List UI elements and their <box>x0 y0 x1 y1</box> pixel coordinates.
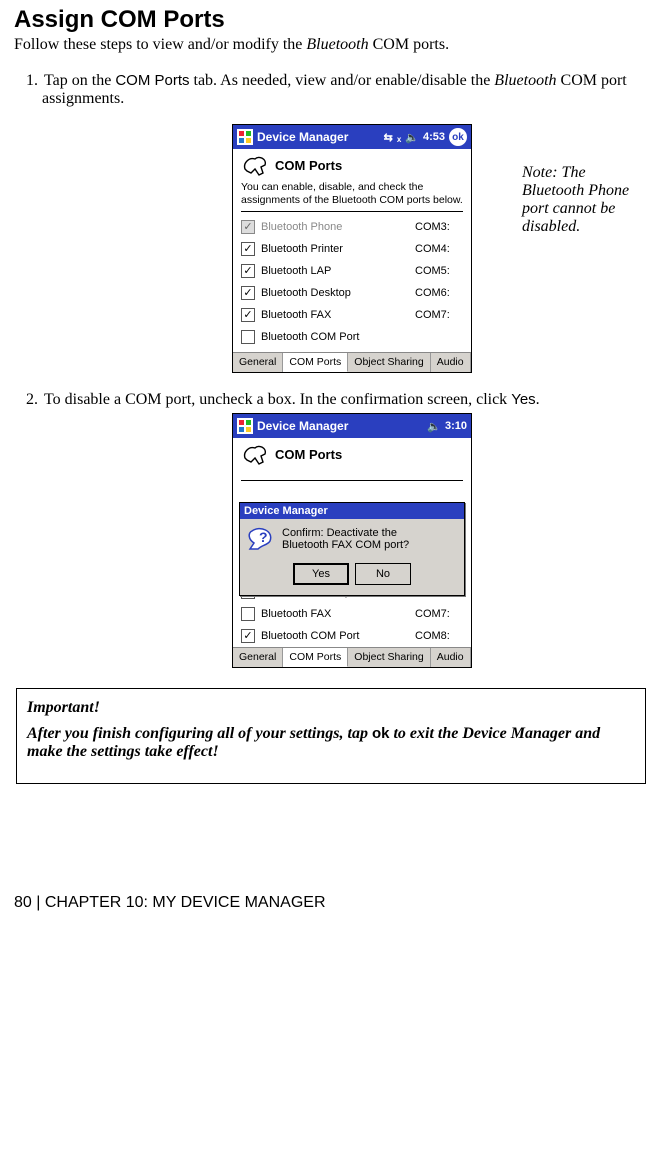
section-title-2: COM Ports <box>275 447 342 462</box>
port-name: Bluetooth FAX <box>261 309 415 321</box>
tab-object-sharing[interactable]: Object Sharing <box>348 648 430 667</box>
side-note: Note: The Bluetooth Phone port cannot be… <box>522 164 642 236</box>
port-row: Bluetooth Phone COM3: <box>241 216 463 238</box>
important-body-pre: After you finish configuring all of your… <box>27 725 372 742</box>
important-box: Important! After you finish configuring … <box>16 688 646 784</box>
checkbox-bt-comport-2[interactable] <box>241 629 255 643</box>
port-num: COM5: <box>415 265 463 277</box>
checkbox-bt-fax[interactable] <box>241 308 255 322</box>
com-port-icon <box>241 153 269 177</box>
windows-flag-icon <box>237 129 253 145</box>
port-name: Bluetooth Desktop <box>261 287 415 299</box>
checkbox-bt-phone <box>241 220 255 234</box>
titlebar-2: Device Manager 🔈 3:10 <box>233 414 471 438</box>
connectivity-icon: ⇆ <box>384 131 393 144</box>
port-num: COM7: <box>415 608 463 620</box>
step-2: To disable a COM port, uncheck a box. In… <box>42 391 648 668</box>
important-body: After you finish configuring all of your… <box>27 725 635 761</box>
important-ok: ok <box>372 725 390 742</box>
port-row: Bluetooth Desktop COM6: <box>241 282 463 304</box>
titlebar-1: Device Manager ⇆ 𝃽x 🔈 4:53 ok <box>233 125 471 149</box>
port-num: COM4: <box>415 243 463 255</box>
important-head: Important! <box>27 699 635 717</box>
page-footer: 80 | CHAPTER 10: MY DEVICE MANAGER <box>14 894 648 922</box>
port-row: Bluetooth LAP COM5: <box>241 260 463 282</box>
divider-1 <box>241 211 463 212</box>
screenshot-2: Device Manager 🔈 3:10 COM Ports <box>232 413 472 668</box>
signal-icon: 𝃽x <box>397 130 401 144</box>
clock-2: 3:10 <box>445 420 467 432</box>
port-num: COM8: <box>415 630 463 642</box>
section-title-1: COM Ports <box>275 158 342 173</box>
port-row: Bluetooth FAX COM7: <box>241 304 463 326</box>
checkbox-bt-lap[interactable] <box>241 264 255 278</box>
hint-text-1: You can enable, disable, and check the a… <box>241 181 463 207</box>
port-name: Bluetooth COM Port <box>261 331 415 343</box>
divider-2 <box>241 480 463 481</box>
tab-general[interactable]: General <box>233 353 283 372</box>
port-row: Bluetooth FAX COM7: <box>241 603 463 625</box>
step1-tab-label: COM Ports <box>115 72 189 89</box>
window-title-2: Device Manager <box>257 419 348 433</box>
tab-general[interactable]: General <box>233 648 283 667</box>
port-name: Bluetooth FAX <box>261 608 415 620</box>
step2-pre: To disable a COM port, uncheck a box. In… <box>44 391 511 408</box>
question-icon: ? <box>248 527 274 553</box>
step1-mid: tab. As needed, view and/or enable/disab… <box>190 72 495 89</box>
com-port-icon <box>241 442 269 466</box>
checkbox-bt-comport[interactable] <box>241 330 255 344</box>
tab-bar-1: General COM Ports Object Sharing Audio <box>233 352 471 372</box>
step2-btn: Yes <box>511 391 535 408</box>
speaker-icon: 🔈 <box>427 420 441 433</box>
svg-text:?: ? <box>259 529 268 545</box>
yes-button[interactable]: Yes <box>293 563 349 585</box>
dialog-msg-l1: Confirm: Deactivate the <box>282 527 409 539</box>
step-1: Tap on the COM Ports tab. As needed, vie… <box>42 72 648 373</box>
intro-pre: Follow these steps to view and/or modify… <box>14 36 306 53</box>
intro-em: Bluetooth <box>306 36 368 53</box>
port-num: COM6: <box>415 287 463 299</box>
dialog-msg-l2: Bluetooth FAX COM port? <box>282 539 409 551</box>
port-name: Bluetooth LAP <box>261 265 415 277</box>
step2-post: . <box>536 391 540 408</box>
screenshot-1: Device Manager ⇆ 𝃽x 🔈 4:53 ok <box>232 124 472 373</box>
tab-audio[interactable]: Audio <box>431 353 471 372</box>
port-num: COM3: <box>415 221 463 233</box>
port-row: Bluetooth Printer COM4: <box>241 238 463 260</box>
tab-audio[interactable]: Audio <box>431 648 471 667</box>
tab-com-ports[interactable]: COM Ports <box>283 648 348 667</box>
page-title: Assign COM Ports <box>14 6 648 34</box>
step1-em: Bluetooth <box>494 72 556 89</box>
step1-pre: Tap on the <box>44 72 115 89</box>
checkbox-bt-fax-2[interactable] <box>241 607 255 621</box>
port-row: Bluetooth COM Port COM8: <box>241 625 463 647</box>
speaker-icon: 🔈 <box>405 131 419 144</box>
clock-1: 4:53 <box>423 131 445 143</box>
tab-object-sharing[interactable]: Object Sharing <box>348 353 430 372</box>
dialog-title: Device Manager <box>240 503 464 519</box>
port-name: Bluetooth Printer <box>261 243 415 255</box>
intro-post: COM ports. <box>369 36 449 53</box>
windows-flag-icon <box>237 418 253 434</box>
port-name: Bluetooth COM Port <box>261 630 415 642</box>
ok-button-1[interactable]: ok <box>449 128 467 146</box>
port-name: Bluetooth Phone <box>261 221 415 233</box>
tab-com-ports[interactable]: COM Ports <box>283 353 348 372</box>
tab-bar-2: General COM Ports Object Sharing Audio <box>233 647 471 667</box>
confirm-dialog: Device Manager ? Confirm: Deactivate the… <box>239 502 465 596</box>
port-row: Bluetooth COM Port <box>241 326 463 348</box>
intro-text: Follow these steps to view and/or modify… <box>14 36 648 54</box>
port-num: COM7: <box>415 309 463 321</box>
no-button[interactable]: No <box>355 563 411 585</box>
checkbox-bt-desktop[interactable] <box>241 286 255 300</box>
checkbox-bt-printer[interactable] <box>241 242 255 256</box>
window-title-1: Device Manager <box>257 130 348 144</box>
